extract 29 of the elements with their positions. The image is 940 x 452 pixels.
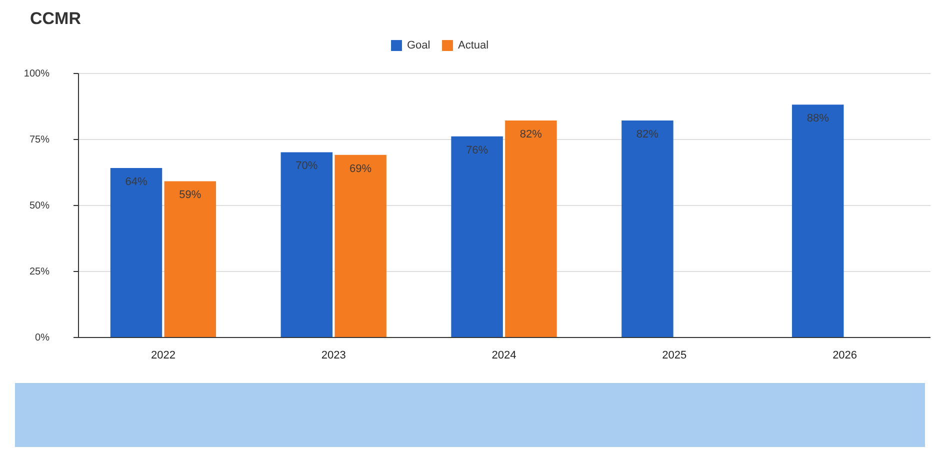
y-tick-label: 100%: [24, 68, 50, 80]
legend-label: Actual: [458, 40, 489, 52]
bar: [451, 136, 503, 337]
data-label: 70%: [296, 160, 318, 172]
x-tick-label: 2023: [321, 350, 346, 362]
data-label: 64%: [125, 176, 148, 188]
data-label: 59%: [179, 189, 202, 202]
y-tick-label: 0%: [35, 332, 50, 344]
bar: [110, 168, 162, 337]
y-tick-label: 50%: [29, 200, 50, 212]
y-tick-label: 75%: [29, 134, 50, 146]
x-tick-label: 2026: [832, 350, 858, 362]
data-label: 82%: [636, 128, 659, 141]
data-label: 88%: [806, 112, 830, 125]
x-tick-label: 2024: [492, 350, 516, 362]
bar: [792, 104, 844, 337]
chart-title: CCMR: [30, 8, 81, 30]
x-tick-label: 2022: [150, 350, 176, 362]
data-label: 69%: [350, 162, 372, 175]
data-label: 82%: [520, 128, 542, 141]
x-tick-label: 2025: [662, 350, 687, 362]
bar: [622, 120, 674, 337]
legend-label: Goal: [407, 40, 430, 52]
bar: [164, 181, 216, 337]
y-tick-label: 25%: [29, 266, 50, 278]
bar: [505, 120, 557, 337]
bar: [280, 152, 333, 337]
data-label: 76%: [466, 144, 488, 156]
bar: [334, 154, 386, 337]
